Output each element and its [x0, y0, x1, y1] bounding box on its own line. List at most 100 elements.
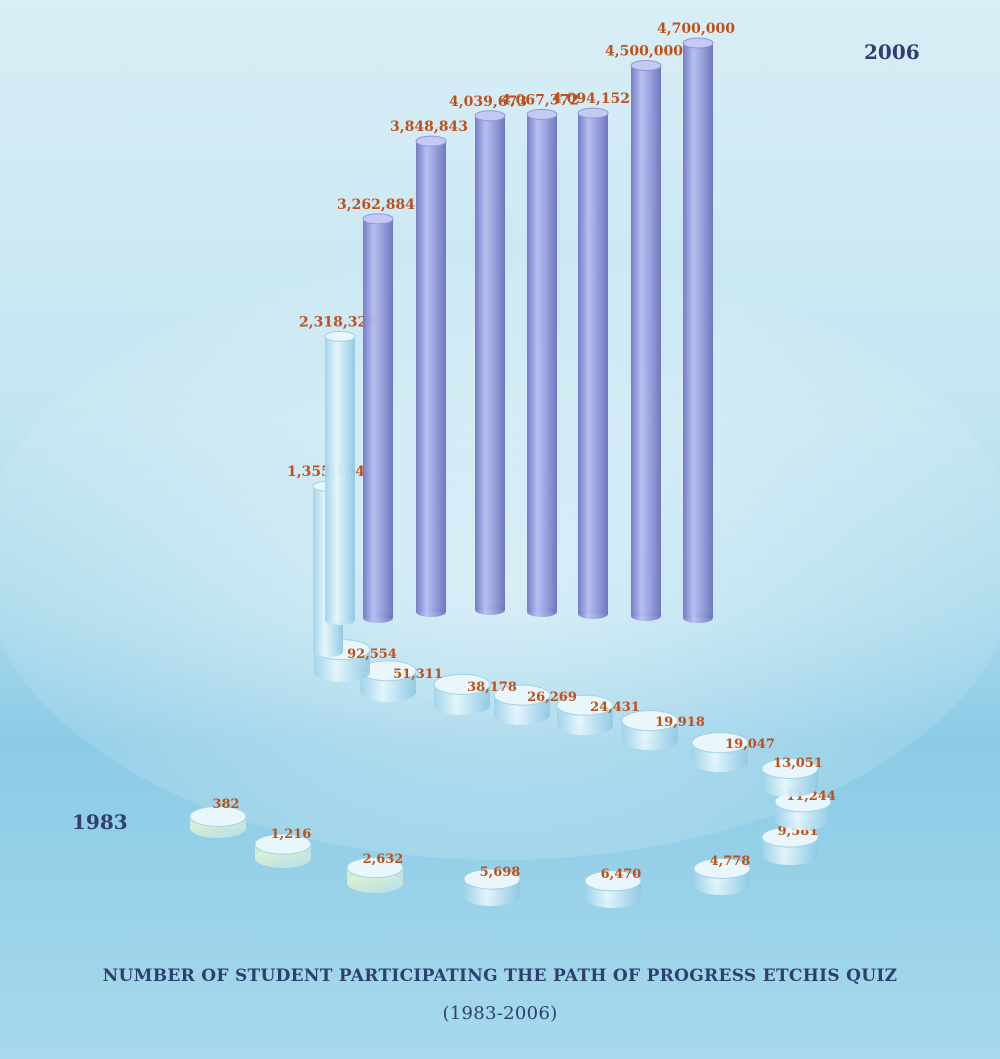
cylinder-2002 — [415, 135, 447, 617]
value-label-1987: 6,470 — [601, 867, 642, 882]
cylinder-top-1983 — [189, 805, 247, 827]
cylinder-1996 — [433, 673, 491, 715]
cylinder-1992 — [691, 732, 749, 772]
cylinder-top-2004 — [526, 108, 558, 120]
cylinder-1994 — [556, 694, 614, 735]
cylinder-1990 — [774, 791, 832, 830]
value-label-2000: 2,318,329 — [299, 314, 377, 330]
cylinder-base-2000 — [325, 615, 355, 625]
value-label-2004: 4,067,372 — [501, 92, 579, 108]
cylinder-1997 — [359, 660, 417, 702]
cylinder-body-2001 — [363, 218, 393, 618]
value-label-1984: 1,216 — [271, 827, 312, 842]
cylinder-base-2003 — [475, 605, 505, 615]
cylinder-top-1984 — [254, 833, 312, 855]
value-label-1993: 19,918 — [655, 715, 705, 730]
value-label-1997: 51,311 — [393, 667, 443, 682]
cylinder-top-undefined — [682, 37, 714, 49]
cylinder-top-1994 — [556, 694, 614, 716]
cylinder-base-2004 — [527, 607, 557, 617]
value-label-2005: 4,094,152 — [552, 91, 630, 107]
cylinder-base-2001 — [363, 613, 393, 623]
end-year-label: 2006 — [864, 40, 920, 64]
cylinder-1993 — [621, 710, 679, 750]
value-label-undefined: 4,700,000 — [657, 21, 735, 37]
cylinder-body-2003 — [475, 115, 505, 611]
cylinder-top-1991 — [761, 757, 819, 779]
cylinder-1984 — [254, 833, 312, 868]
cylinder-2005 — [577, 107, 609, 619]
value-label-2003: 4,039,673 — [449, 94, 527, 110]
value-label-1992: 19,047 — [725, 737, 775, 752]
value-label-1998: 92,554 — [347, 647, 397, 662]
cylinder-body-2006 — [631, 65, 661, 617]
cylinder-top-1985 — [346, 857, 404, 879]
cylinder-top-1995 — [493, 684, 551, 706]
value-label-1985: 2,632 — [363, 852, 404, 867]
cylinder-top-2000 — [324, 330, 356, 342]
value-label-1986: 5,698 — [480, 865, 521, 880]
cylinder-2006 — [630, 59, 662, 621]
cylinder-top-2002 — [415, 135, 447, 147]
cylinder-base-2002 — [416, 607, 446, 617]
cylinder-body-2005 — [578, 113, 608, 615]
cylinder-1985 — [346, 857, 404, 893]
cylinder-2003 — [474, 110, 506, 615]
value-label-2001: 3,262,884 — [337, 197, 415, 213]
cylinder-base-1992 — [692, 752, 748, 772]
cylinder-base-1995 — [494, 705, 550, 725]
cylinder-body-undefined — [683, 43, 713, 618]
cylinder-base-1990 — [775, 810, 831, 830]
value-label-1988: 4,778 — [710, 854, 751, 869]
cylinder-body-2000 — [325, 336, 355, 620]
cylinder-top-2001 — [362, 213, 394, 225]
cylinder-base-2005 — [578, 609, 608, 619]
cylinder-base-1988 — [694, 875, 750, 895]
cylinder-1991 — [761, 757, 819, 797]
cylinder-top-1986 — [463, 868, 521, 890]
cylinder-base-1989 — [762, 845, 818, 865]
cylinder-base-1997 — [360, 682, 416, 702]
value-label-2002: 3,848,843 — [390, 119, 468, 135]
cylinder-top-1988 — [693, 857, 751, 879]
cylinder-1988 — [693, 857, 751, 895]
cylinder-1987 — [584, 870, 642, 908]
cylinder-1995 — [493, 684, 551, 725]
cylinder-top-2005 — [577, 107, 609, 119]
cylinder-top-1996 — [433, 673, 491, 695]
cylinder-2001 — [362, 213, 394, 623]
value-label-1994: 24,431 — [590, 700, 640, 715]
cylinder-base-1987 — [585, 888, 641, 908]
cylinder-base-1998 — [314, 662, 370, 682]
cylinder-top-1993 — [621, 710, 679, 732]
cylinder-base-1994 — [557, 715, 613, 735]
cylinder-top-1992 — [691, 732, 749, 754]
value-label-1995: 26,269 — [527, 690, 577, 705]
cylinder-base-1999 — [313, 647, 343, 657]
cylinder-base-1993 — [622, 730, 678, 750]
value-label-1991: 13,051 — [773, 756, 823, 771]
cylinder-body-2004 — [527, 114, 557, 612]
cylinder-2004 — [526, 108, 558, 617]
cylinder-1989 — [761, 826, 819, 865]
cylinder-undefined — [682, 37, 714, 623]
cylinder-2000 — [324, 330, 356, 625]
start-year-label: 1983 — [72, 810, 128, 834]
cylinder-base-1985 — [347, 873, 403, 893]
value-label-1996: 38,178 — [467, 680, 517, 695]
cylinder-top-1987 — [584, 870, 642, 892]
cylinder-1983 — [189, 805, 247, 838]
cylinder-base-1996 — [434, 695, 490, 715]
cylinder-base-undefined — [683, 613, 713, 623]
cylinder-top-2006 — [630, 59, 662, 71]
chart-subtitle: (1983-2006) — [442, 1003, 558, 1024]
cylinder-base-2006 — [631, 611, 661, 621]
cylinder-base-1991 — [762, 777, 818, 797]
chart-title: NUMBER OF STUDENT PARTICIPATING THE PATH… — [102, 966, 898, 986]
value-label-1983: 382 — [212, 797, 239, 812]
cylinder-1986 — [463, 868, 521, 906]
cylinder-base-1986 — [464, 886, 520, 906]
cylinder-top-2003 — [474, 110, 506, 122]
cylinder-body-2002 — [416, 141, 446, 612]
